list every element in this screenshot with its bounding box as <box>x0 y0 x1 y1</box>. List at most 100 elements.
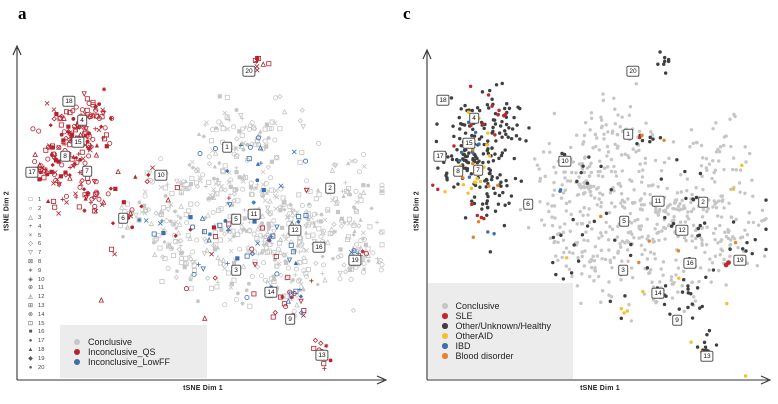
data-point <box>73 191 78 197</box>
data-point <box>456 182 460 186</box>
data-point <box>197 151 203 157</box>
data-point <box>625 309 629 313</box>
data-point <box>360 249 365 254</box>
data-point <box>640 208 645 212</box>
data-point <box>725 301 729 306</box>
data-point <box>157 212 163 218</box>
data-point <box>232 187 238 193</box>
data-point <box>547 141 551 146</box>
data-point <box>234 152 240 159</box>
data-point <box>222 110 228 116</box>
data-point <box>606 130 610 134</box>
cluster-label-2: 2 <box>698 196 708 208</box>
data-point <box>271 218 277 224</box>
data-point <box>108 186 113 191</box>
legend-label: Inconclusive_LowFF <box>88 356 171 367</box>
data-point <box>503 148 507 152</box>
data-point <box>51 198 57 204</box>
data-point <box>193 166 199 172</box>
data-point <box>732 112 736 117</box>
data-point <box>626 259 630 263</box>
data-point <box>480 90 485 94</box>
data-point <box>580 272 584 276</box>
data-point <box>616 224 620 229</box>
data-point <box>608 191 613 195</box>
data-point <box>360 256 367 262</box>
data-point <box>723 230 727 234</box>
data-point <box>671 206 675 211</box>
data-point <box>241 173 247 179</box>
data-point <box>704 166 709 170</box>
shape-key-number: 17 <box>38 338 45 345</box>
data-point <box>206 179 212 185</box>
data-point <box>613 238 617 242</box>
data-point <box>341 262 347 268</box>
data-point <box>354 241 360 247</box>
data-point <box>579 222 584 226</box>
data-point <box>121 200 126 205</box>
data-point <box>583 249 587 253</box>
cluster-label-11: 11 <box>247 208 261 220</box>
data-point <box>223 218 228 223</box>
data-point <box>233 297 239 303</box>
data-point <box>370 250 376 256</box>
data-point <box>234 136 240 142</box>
data-point <box>569 145 573 150</box>
data-point <box>215 181 222 187</box>
data-point <box>349 158 355 164</box>
data-point <box>663 71 668 75</box>
data-point <box>353 209 359 215</box>
data-point <box>559 196 564 200</box>
data-point <box>587 174 592 178</box>
data-point <box>682 309 686 314</box>
panel-a-shape-legend: □ 1 ○ 2 △ 3 +4 × 5 ◇ 6 ▽ 7 ⊠ 8 ∗ 9 ◈ 10 ⊕ 11 ◬ 12 ⊞ 13 ⊗ 14 ⊡ 15 ■ 16 ●… <box>26 196 45 372</box>
legend-swatch <box>74 348 80 355</box>
data-point <box>309 215 314 220</box>
data-point <box>690 302 695 306</box>
data-point <box>487 154 492 158</box>
data-point <box>186 208 192 214</box>
data-point <box>504 132 508 137</box>
data-point <box>208 138 214 144</box>
data-point <box>240 263 247 269</box>
data-point <box>322 217 328 223</box>
data-point <box>583 191 587 195</box>
data-point <box>692 295 696 299</box>
data-point <box>612 255 616 260</box>
data-point <box>679 207 683 212</box>
data-point <box>44 170 50 176</box>
data-point <box>261 242 266 248</box>
data-point <box>619 316 624 321</box>
data-point <box>329 167 336 173</box>
data-point <box>246 281 251 286</box>
data-point <box>113 186 118 191</box>
data-point <box>482 165 486 169</box>
data-point <box>67 172 72 178</box>
data-point <box>605 144 610 149</box>
data-point <box>504 122 509 127</box>
legend-item: Blood disorder <box>428 351 573 361</box>
data-point <box>452 134 456 139</box>
panel-c-axes <box>422 48 772 385</box>
data-point <box>485 213 489 218</box>
data-point <box>248 185 254 190</box>
data-point <box>99 202 105 208</box>
data-point <box>291 149 297 155</box>
data-point <box>82 160 88 166</box>
data-point <box>303 187 310 194</box>
data-point <box>636 217 640 222</box>
data-point <box>351 223 357 229</box>
data-point <box>589 111 594 115</box>
data-point <box>731 187 736 191</box>
data-point <box>174 185 180 191</box>
data-point <box>620 169 624 173</box>
data-point <box>503 203 507 207</box>
data-point <box>199 215 206 221</box>
data-point <box>734 168 739 172</box>
data-point <box>62 142 68 147</box>
data-point <box>620 259 624 263</box>
cluster-ibd <box>458 120 481 179</box>
data-point <box>215 280 220 285</box>
data-point <box>676 249 681 253</box>
data-point <box>459 143 463 148</box>
